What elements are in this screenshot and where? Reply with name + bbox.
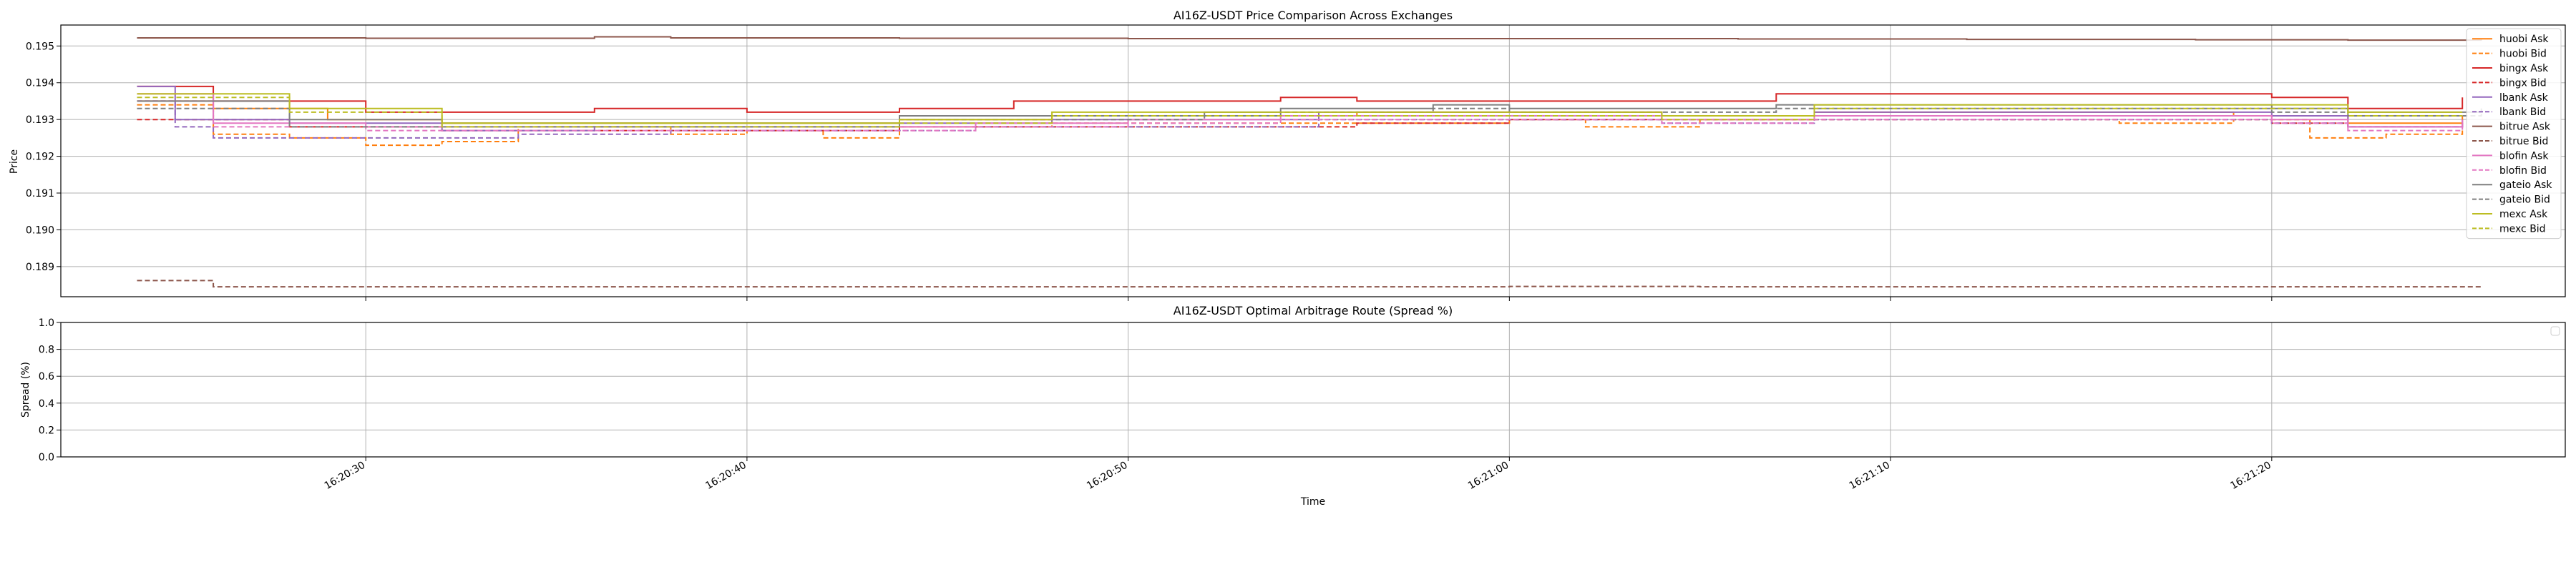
series-line-blofin-bid (137, 100, 2464, 132)
price-chart-title: AI16Z-USDT Price Comparison Across Excha… (1174, 9, 1453, 22)
legend-label: lbank Ask (2499, 92, 2549, 104)
legend-label: bingx Bid (2499, 77, 2547, 89)
legend-label: bitrue Bid (2499, 136, 2548, 147)
legend-label: blofin Bid (2499, 165, 2547, 177)
legend-label: huobi Bid (2499, 49, 2547, 60)
y-tick-label: 0.8 (39, 345, 54, 356)
y-tick-label: 0.195 (26, 41, 54, 52)
price-chart-y-axis: 0.189 0.190 0.191 0.192 0.193 0.194 0.195 (26, 41, 61, 273)
legend-label: gateio Bid (2499, 194, 2550, 206)
series-line-bitrue-bid (137, 280, 2482, 288)
spread-chart-y-axis: 0.0 0.2 0.4 0.6 0.8 1.0 (39, 317, 61, 463)
spread-chart-frame (60, 322, 2566, 458)
legend-label: huobi Ask (2499, 34, 2549, 45)
y-tick-label: 0.193 (26, 114, 54, 126)
legend-label: blofin Ask (2499, 150, 2549, 162)
spread-chart-empty-legend (2550, 326, 2560, 336)
y-tick-label: 0.192 (26, 152, 54, 163)
y-tick-label: 0.2 (39, 425, 54, 436)
y-tick-label: 1.0 (39, 317, 54, 329)
price-chart-legend: huobi Ask huobi Bid bingx Ask bingx Bid lban… (2466, 28, 2562, 240)
y-tick-label: 0.191 (26, 188, 54, 199)
series-line-gateio-bid (137, 107, 2482, 128)
y-tick-label: 0.189 (26, 262, 54, 273)
legend-label: mexc Bid (2499, 223, 2546, 235)
spread-chart-plot-area (61, 322, 2565, 457)
y-tick-label: 0.0 (39, 452, 54, 463)
legend-box (2466, 28, 2562, 240)
spread-chart-x-label: Time (1300, 496, 1325, 508)
series-line-mexc-bid (137, 97, 2463, 128)
legend-label: gateio Ask (2499, 179, 2552, 191)
series-line-huobi-bid (137, 104, 2464, 147)
y-tick-label: 0.4 (39, 398, 54, 410)
y-tick-label: 0.190 (26, 225, 54, 236)
spread-chart-y-label: Spread (%) (20, 362, 31, 418)
price-chart: AI16Z-USDT Price Comparison Across Excha… (9, 9, 2566, 301)
price-chart-plot-area (61, 25, 2565, 297)
price-chart-y-label: Price (9, 149, 20, 174)
legend-label: mexc Ask (2499, 209, 2548, 220)
series-line-bitrue-ask (137, 36, 2482, 41)
legend-label: lbank Bid (2499, 107, 2546, 118)
legend-label: bitrue Ask (2499, 122, 2551, 133)
y-tick-label: 0.6 (39, 371, 54, 383)
price-chart-frame (60, 24, 2566, 297)
spread-chart-title: AI16Z-USDT Optimal Arbitrage Route (Spre… (1174, 304, 1453, 317)
price-chart-series (137, 36, 2482, 288)
series-line-mexc-ask (137, 93, 2463, 124)
price-chart-x-axis (365, 297, 2273, 301)
legend-label: bingx Ask (2499, 63, 2549, 74)
y-tick-label: 0.194 (26, 78, 54, 89)
